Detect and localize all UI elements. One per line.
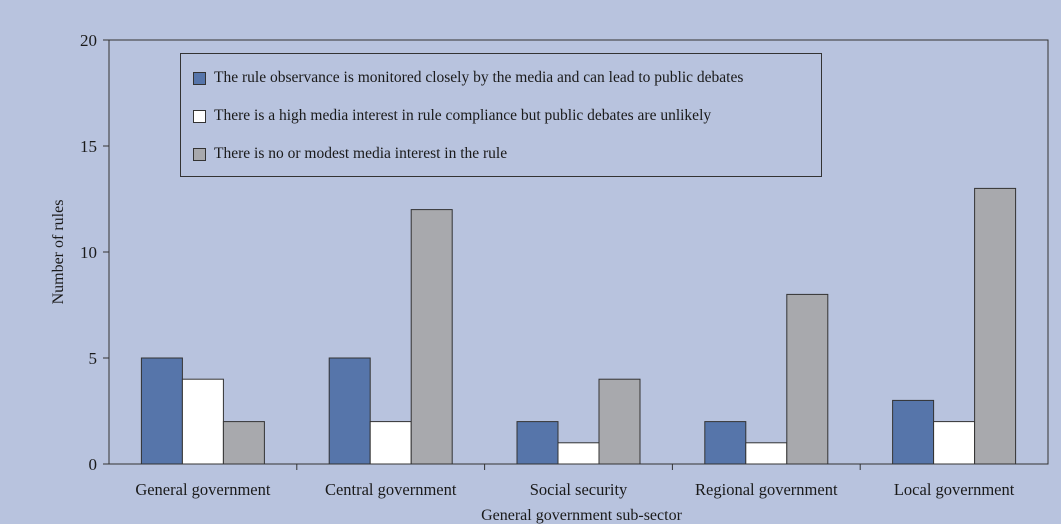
bar	[745, 442, 788, 465]
legend-item-3: There is no or modest media interest in …	[193, 145, 507, 163]
bar	[181, 378, 224, 465]
legend-swatch-2	[193, 109, 206, 123]
legend-label-2: There is a high media interest in rule c…	[214, 107, 712, 124]
chart-legend: The rule observance is monitored closely…	[180, 53, 822, 177]
y-axis-title: Number of rules	[50, 200, 67, 305]
bar	[140, 357, 183, 465]
bar	[410, 209, 453, 465]
y-tick-label: 10	[80, 243, 97, 262]
x-axis-title: General government sub-sector	[481, 507, 682, 524]
legend-swatch-3	[193, 147, 206, 161]
legend-label-1: The rule observance is monitored closely…	[214, 69, 744, 86]
bar	[598, 378, 641, 465]
bar	[974, 187, 1017, 465]
legend-item-2: There is a high media interest in rule c…	[193, 107, 711, 125]
bar	[328, 357, 371, 465]
bar	[222, 421, 265, 465]
x-tick-label: General government	[135, 480, 271, 499]
bar	[516, 421, 559, 465]
bar	[786, 293, 829, 465]
legend-swatch-1	[193, 71, 206, 85]
y-tick-label: 15	[80, 137, 97, 156]
y-tick-label: 5	[89, 349, 98, 368]
x-tick-label: Social security	[530, 480, 628, 499]
bar	[557, 442, 600, 465]
bar	[892, 399, 935, 465]
x-tick-label: Central government	[325, 480, 457, 499]
y-tick-label: 0	[89, 455, 98, 474]
bar	[704, 421, 747, 465]
bar	[933, 421, 976, 465]
y-tick-label: 20	[80, 31, 97, 50]
x-tick-label: Regional government	[695, 480, 838, 499]
bar	[369, 421, 412, 465]
legend-label-3: There is no or modest media interest in …	[214, 145, 508, 162]
legend-item-1: The rule observance is monitored closely…	[193, 69, 743, 87]
x-tick-label: Local government	[894, 480, 1015, 499]
